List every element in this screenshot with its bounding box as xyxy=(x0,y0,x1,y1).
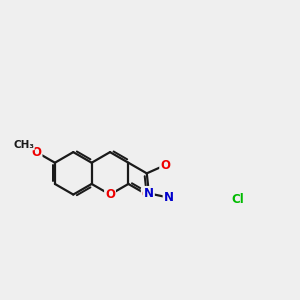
Text: O: O xyxy=(142,188,152,201)
Text: CH₃: CH₃ xyxy=(13,140,34,150)
Text: Cl: Cl xyxy=(231,193,244,206)
Text: N: N xyxy=(164,191,174,204)
Text: O: O xyxy=(105,188,115,201)
Text: O: O xyxy=(32,146,41,159)
Text: N: N xyxy=(144,187,154,200)
Text: O: O xyxy=(160,159,170,172)
